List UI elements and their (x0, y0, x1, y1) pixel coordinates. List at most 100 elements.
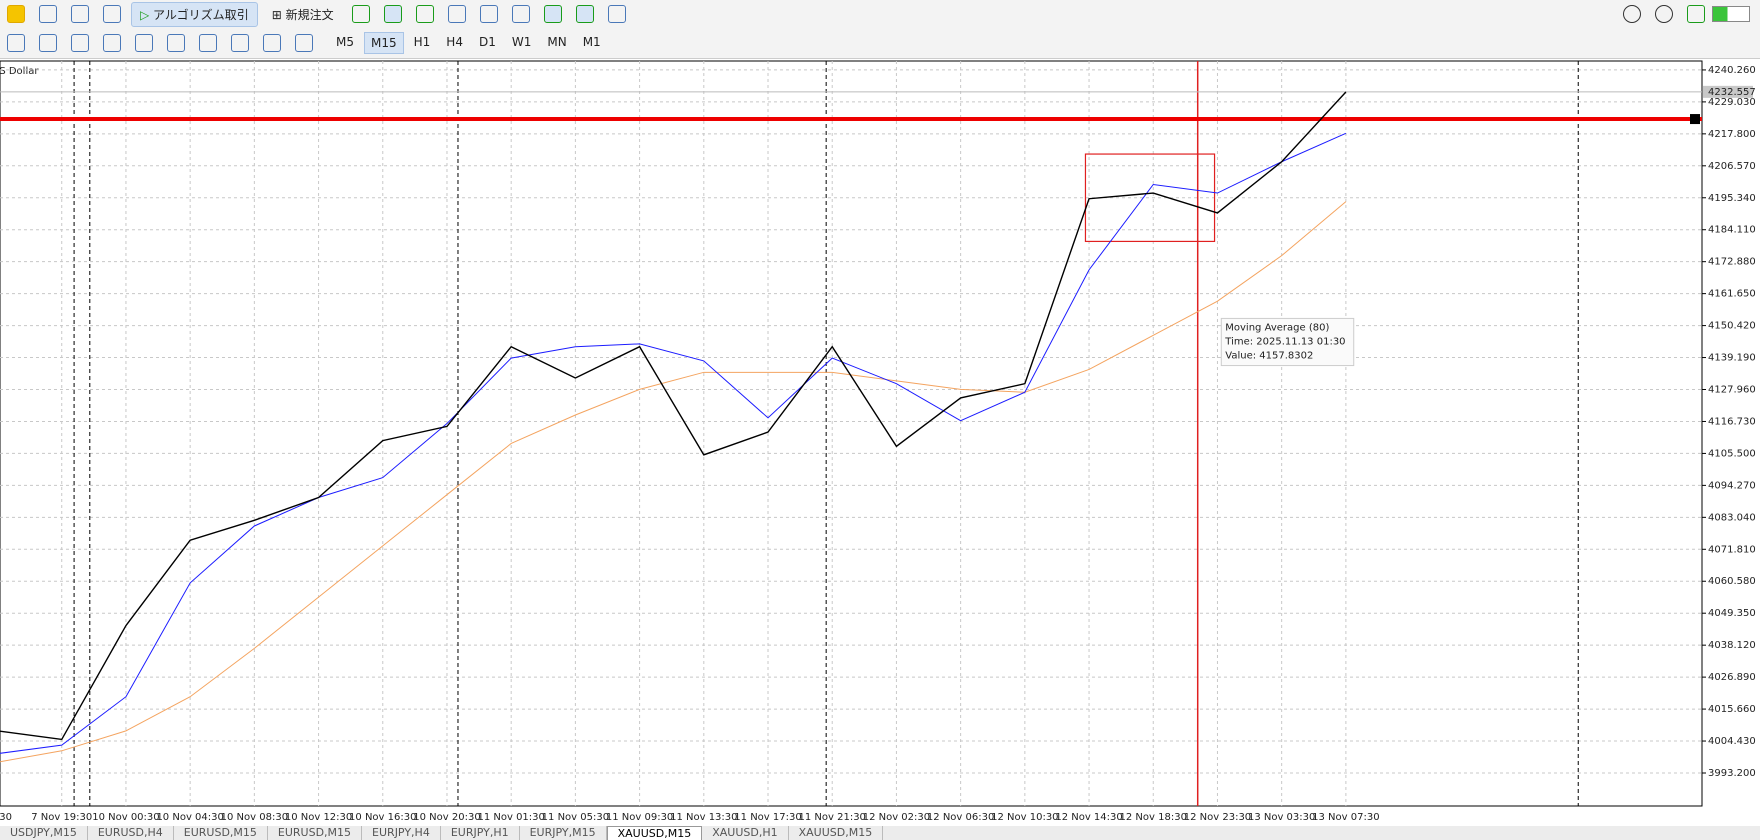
battery (1712, 6, 1750, 22)
icon[interactable] (511, 5, 530, 23)
y-tick-label: 4195.340 (1708, 193, 1756, 204)
timeframe-button[interactable]: H1 (413, 35, 431, 49)
x-tick-label: 11 Nov 17:30 (734, 812, 801, 823)
x-tick-label: 12 Nov 10:30 (991, 812, 1058, 823)
icon[interactable] (103, 5, 121, 23)
icon[interactable] (383, 5, 402, 23)
algo-trading-button[interactable]: ▷ アルゴリズム取引 (131, 1, 258, 27)
icon[interactable] (295, 34, 313, 52)
icon[interactable] (167, 34, 185, 52)
y-tick-label: 4060.580 (1708, 576, 1756, 587)
icon[interactable] (135, 34, 153, 52)
y-tick-label: 4049.350 (1708, 608, 1756, 619)
y-tick-label: 4083.040 (1708, 512, 1756, 523)
y-tick-label: 4139.190 (1708, 353, 1756, 364)
chart-tab[interactable]: XAUUSD,M15 (606, 826, 703, 840)
y-tick-label: 4094.270 (1708, 480, 1756, 491)
y-tick-label: 4172.880 (1708, 257, 1756, 268)
x-tick-label: 12 Nov 23:30 (1184, 812, 1251, 823)
icon[interactable] (7, 5, 25, 23)
moving-average (0, 201, 1347, 763)
timeframe-button[interactable]: M15 (364, 32, 404, 54)
x-tick-label: 10 Nov 16:30 (349, 812, 416, 823)
x-tick-label: 11 Nov 05:30 (542, 812, 609, 823)
x-tick-label: 12 Nov 18:30 (1120, 812, 1187, 823)
x-tick-label: 12 Nov 02:30 (863, 812, 930, 823)
icon[interactable] (575, 5, 594, 23)
label: アルゴリズム取引 (153, 7, 249, 22)
chart-tab[interactable]: EURJPY,H1 (441, 826, 520, 840)
y-tick-label: 4206.570 (1708, 161, 1756, 172)
chart-tab[interactable]: EURUSD,M15 (268, 826, 363, 840)
price-line (0, 91, 1347, 741)
x-tick-label: 11 Nov 09:30 (606, 812, 673, 823)
icon[interactable] (199, 34, 217, 52)
y-tick-label: 4217.800 (1708, 129, 1756, 140)
chart-tabs: USDJPY,M15 EURUSD,H4 EURUSD,M15 EURUSD,M15 E… (0, 826, 1760, 840)
x-tick-label: 10 Nov 08:30 (221, 812, 288, 823)
chart-tab[interactable]: EURUSD,M15 (174, 826, 268, 840)
x-tick-label: 13 Nov 07:30 (1312, 812, 1379, 823)
toolbar: ▷ アルゴリズム取引 ⊞ 新規注文 (0, 0, 1760, 28)
new-order-button[interactable]: ⊞ 新規注文 (271, 7, 334, 22)
icon[interactable] (231, 34, 249, 52)
x-tick-label: 10 Nov 04:30 (156, 812, 223, 823)
y-tick-label: 4240.260 (1708, 65, 1756, 76)
timeframe-button[interactable]: H4 (446, 35, 463, 49)
chart-tab[interactable]: EURUSD,H4 (88, 826, 174, 840)
tooltip-text: Time: 2025.11.13 01:30 (1224, 336, 1345, 347)
account-icon[interactable] (1655, 5, 1673, 23)
timeframe-button[interactable]: M1 (582, 35, 601, 49)
icon[interactable] (71, 5, 89, 23)
plot-frame (0, 60, 1703, 807)
x-tick-label: 10 Nov 00:30 (92, 812, 159, 823)
x-tick-label: 10 Nov 20:30 (413, 812, 480, 823)
y-tick-label: 4004.430 (1708, 736, 1756, 747)
y-tick-label: 4127.960 (1708, 385, 1756, 396)
chart: US Dollar 4240.260 4229.030 4217.800 4206.5… (0, 60, 1756, 823)
rectangle-object (1084, 153, 1216, 243)
icon[interactable] (103, 34, 121, 52)
chart-tab[interactable]: XAUUSD,M15 (789, 826, 884, 840)
timeframe-button[interactable]: W1 (511, 35, 532, 49)
chart-tab[interactable]: USDJPY,M15 (0, 826, 88, 840)
timeframe-button[interactable]: D1 (478, 35, 496, 49)
signal-icon (1687, 5, 1705, 23)
icon[interactable] (479, 5, 498, 23)
x-tick-label: 12 Nov 14:30 (1055, 812, 1122, 823)
icon[interactable] (351, 5, 370, 23)
y-tick-label: 4105.500 (1708, 448, 1756, 459)
y-tick-label: 4026.890 (1708, 672, 1756, 683)
y-tick-label: 4150.420 (1708, 321, 1756, 332)
y-tick-label: 4071.810 (1708, 544, 1756, 555)
chart-tab[interactable]: EURJPY,M15 (520, 826, 607, 840)
icon[interactable] (263, 34, 281, 52)
timeframe-button[interactable]: MN (547, 35, 567, 49)
chart-tab[interactable]: XAUUSD,H1 (702, 826, 789, 840)
tooltip-box (1220, 317, 1355, 367)
icon[interactable] (71, 34, 89, 52)
search-icon[interactable] (1623, 5, 1641, 23)
y-tick-label: 4015.660 (1708, 704, 1756, 715)
timeframe-button[interactable]: M5 (336, 35, 354, 49)
y-tick-label: 4038.120 (1708, 640, 1756, 651)
tooltip-text: Moving Average (80) (1225, 322, 1329, 333)
icon[interactable] (39, 34, 57, 52)
icon[interactable] (447, 5, 466, 23)
x-tick-label: 12 Nov 06:30 (927, 812, 994, 823)
icon[interactable] (7, 34, 25, 52)
icon[interactable] (543, 5, 562, 23)
icon[interactable] (415, 5, 434, 23)
x-tick-label: 11 Nov 13:30 (670, 812, 737, 823)
symbol-label: US Dollar (0, 66, 39, 77)
x-tick-label: 13 Nov 03:30 (1248, 812, 1315, 823)
y-tick-label: 4116.730 (1708, 416, 1756, 427)
chart-tab[interactable]: EURJPY,H4 (362, 826, 441, 840)
icon[interactable] (39, 5, 57, 23)
y-tick-label: 4184.110 (1708, 225, 1756, 236)
y-tick-label: 3993.200 (1708, 768, 1756, 779)
x-tick-label: 11 Nov 21:30 (799, 812, 866, 823)
moving-average (0, 132, 1347, 754)
icon[interactable] (607, 5, 626, 23)
